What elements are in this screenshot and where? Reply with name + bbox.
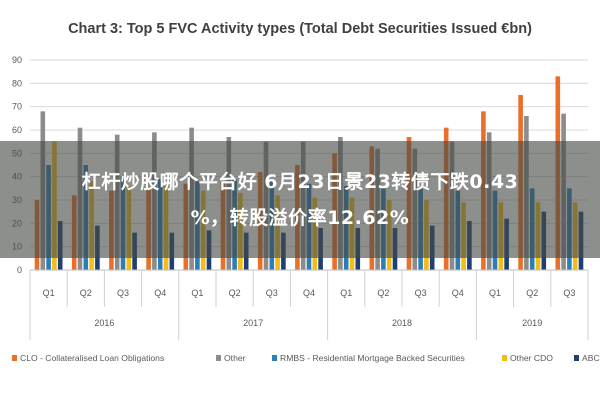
banner-line-1: 杠杆炒股哪个平台好 6月23日景23转债下跌0.43 bbox=[81, 170, 519, 193]
x-tick-label: Q2 bbox=[80, 288, 92, 298]
x-tick-label: Q3 bbox=[415, 288, 427, 298]
x-tick-label: Q2 bbox=[526, 288, 538, 298]
x-tick-label: Q2 bbox=[229, 288, 241, 298]
chart-title: Chart 3: Top 5 FVC Activity types (Total… bbox=[68, 21, 532, 37]
x-tick-label: Q1 bbox=[43, 288, 55, 298]
legend-label: Other CDO bbox=[510, 353, 553, 363]
y-tick-label: 90 bbox=[12, 55, 22, 65]
x-tick-label: Q3 bbox=[117, 288, 129, 298]
year-label: 2017 bbox=[243, 318, 263, 328]
y-tick-label: 80 bbox=[12, 78, 22, 88]
y-tick-label: 70 bbox=[12, 102, 22, 112]
legend-swatch bbox=[272, 355, 277, 361]
legend: CLO - Collateralised Loan Obligations Oth… bbox=[12, 353, 600, 363]
banner-overlay: 杠杆炒股哪个平台好 6月23日景23转债下跌0.43 %，转股溢价率12.62% bbox=[0, 141, 600, 258]
legend-label: ABCP bbox=[582, 353, 600, 363]
legend-label: Other bbox=[224, 353, 246, 363]
x-tick-label: Q1 bbox=[191, 288, 203, 298]
x-axis: Q1 Q2 Q3 Q4 Q1 Q2 Q3 Q4 Q1 Q2 Q3 Q4 Q1 Q2 Q3 2016 2017 20… bbox=[29, 269, 589, 340]
legend-label: CLO - Collateralised Loan Obligations bbox=[20, 353, 164, 363]
x-tick-label: Q1 bbox=[489, 288, 501, 298]
legend-label: RMBS - Residential Mortgage Backed Secur… bbox=[280, 353, 465, 363]
x-tick-label: Q2 bbox=[377, 288, 389, 298]
year-label: 2018 bbox=[392, 318, 412, 328]
legend-swatch bbox=[502, 355, 507, 361]
year-label: 2016 bbox=[94, 318, 114, 328]
x-tick-label: Q3 bbox=[563, 288, 575, 298]
x-tick-label: Q4 bbox=[154, 288, 166, 298]
banner-text: 杠杆炒股哪个平台好 6月23日景23转债下跌0.43 %，转股溢价率12.62% bbox=[82, 164, 519, 236]
x-tick-label: Q3 bbox=[266, 288, 278, 298]
legend-swatch bbox=[574, 355, 579, 361]
x-tick-label: Q1 bbox=[340, 288, 352, 298]
year-label: 2019 bbox=[522, 318, 542, 328]
y-tick-label: 60 bbox=[12, 125, 22, 135]
banner-line-2: %，转股溢价率12.62% bbox=[190, 206, 410, 229]
y-tick-label: 0 bbox=[17, 265, 22, 275]
x-tick-label: Q4 bbox=[452, 288, 464, 298]
x-tick-label: Q4 bbox=[303, 288, 315, 298]
legend-swatch bbox=[216, 355, 221, 361]
legend-swatch bbox=[12, 355, 17, 361]
